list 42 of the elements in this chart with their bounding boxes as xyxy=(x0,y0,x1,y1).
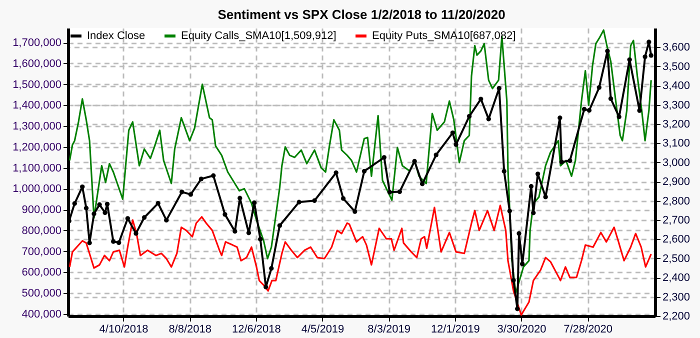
y-tick-label: 1,000,000 xyxy=(12,183,62,196)
y2-tick-label: 2,700 xyxy=(662,214,690,226)
y-tick-label: 1,600,000 xyxy=(12,58,62,70)
y2-tick-label: 3,600 xyxy=(662,42,690,54)
x-tick-label: 12/1/2019 xyxy=(430,324,480,336)
x-tick-label: 12/6/2018 xyxy=(232,324,281,336)
y2-tick-label: 2,900 xyxy=(662,176,690,188)
y-tick-label: 1,400,000 xyxy=(12,100,62,112)
chart-title: Sentiment vs SPX Close 1/2/2018 to 11/20/2020 xyxy=(218,7,506,22)
y2-tick-label: 2,500 xyxy=(662,252,690,265)
y-tick-label: 900,000 xyxy=(22,204,62,216)
y-tick-label: 800,000 xyxy=(22,224,62,237)
y-tick-label: 1,300,000 xyxy=(12,120,62,133)
y-tick-label: 1,200,000 xyxy=(12,141,62,154)
y-tick-label: 1,100,000 xyxy=(12,162,62,174)
y2-tick-label: 3,300 xyxy=(662,99,690,112)
y-tick-label: 1,700,000 xyxy=(12,37,62,50)
line-series xyxy=(68,204,652,316)
y-tick-label: 700,000 xyxy=(22,246,62,258)
y2-tick-label: 3,100 xyxy=(662,138,690,150)
legend-label: Equity Puts_SMA10[687,082] xyxy=(372,30,516,42)
y2-tick-label: 2,300 xyxy=(662,291,690,304)
x-tick-label: 8/3/2019 xyxy=(368,324,410,336)
legend-label: Equity Calls_SMA10[1,509,912] xyxy=(181,30,336,42)
y2-tick-label: 3,400 xyxy=(662,80,690,92)
x-tick-label: 8/8/2018 xyxy=(168,324,212,336)
legend-label: Index Close xyxy=(87,30,146,42)
y2-tick-label: 2,200 xyxy=(662,310,690,322)
x-tick-label: 7/28/2020 xyxy=(564,324,613,336)
y2-tick-label: 3,000 xyxy=(662,156,690,169)
x-tick-label: 4/5/2019 xyxy=(301,324,344,336)
y2-tick-label: 3,500 xyxy=(662,60,690,73)
y2-tick-label: 3,200 xyxy=(662,118,690,130)
y2-tick-label: 2,800 xyxy=(662,195,690,208)
y2-tick-label: 2,400 xyxy=(662,272,690,284)
y2-tick-label: 2,600 xyxy=(662,234,690,246)
y-tick-label: 500,000 xyxy=(22,288,62,300)
y-tick-label: 600,000 xyxy=(22,266,62,279)
y-tick-label: 400,000 xyxy=(22,308,62,320)
y-tick-label: 1,500,000 xyxy=(12,78,62,91)
x-tick-label: 3/30/2020 xyxy=(497,324,546,336)
x-tick-label: 4/10/2018 xyxy=(99,324,148,336)
